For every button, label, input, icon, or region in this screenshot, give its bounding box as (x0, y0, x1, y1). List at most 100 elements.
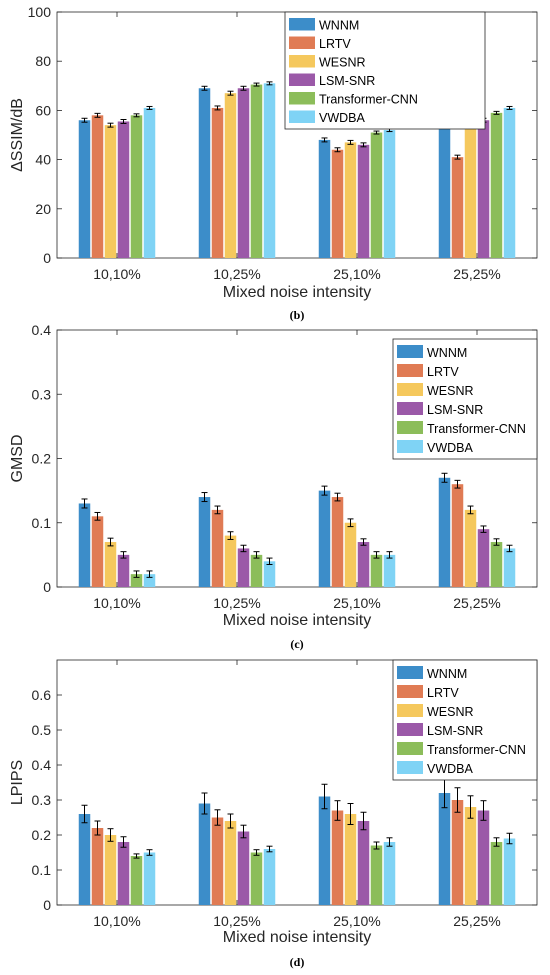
legend-swatch (397, 421, 423, 434)
legend-swatch (397, 742, 423, 755)
bar-vwdba (143, 574, 156, 587)
bar-wesnr (344, 522, 357, 587)
bar-lrtv (211, 107, 224, 258)
bar-transformer-cnn (370, 554, 383, 587)
x-axis-label: Mixed noise intensity (223, 284, 372, 301)
x-tick-label: 10,10% (93, 266, 140, 282)
legend-entry: VWDBA (427, 441, 474, 455)
y-axis-label: ΔSSIM/dB (9, 98, 26, 172)
bar-wesnr (464, 117, 477, 258)
bar-lrtv (91, 115, 104, 258)
bar-lsm-snr (237, 548, 250, 587)
bar-wesnr (104, 125, 117, 258)
bar-lsm-snr (117, 121, 130, 258)
bar-vwdba (503, 838, 516, 905)
bar-wnnm (198, 497, 211, 587)
y-tick-label: 80 (35, 53, 51, 69)
y-tick-label: 0 (43, 250, 51, 266)
y-tick-label: 0.1 (32, 862, 52, 878)
y-tick-label: 0.4 (32, 322, 52, 338)
bar-transformer-cnn (250, 554, 263, 587)
legend-box (392, 338, 538, 460)
bar-lrtv (451, 157, 464, 258)
bar-vwdba (503, 107, 516, 258)
bar-vwdba (263, 83, 276, 258)
bar-transformer-cnn (250, 852, 263, 905)
bar-lsm-snr (477, 810, 490, 905)
bar-lsm-snr (117, 842, 130, 905)
legend-swatch (397, 704, 423, 717)
bar-vwdba (143, 852, 156, 905)
bar-transformer-cnn (370, 845, 383, 905)
bar-vwdba (383, 130, 396, 258)
bar-wnnm (318, 490, 331, 587)
bar-wnnm (78, 814, 91, 905)
x-tick-label: 25,10% (333, 595, 380, 611)
legend-swatch (397, 723, 423, 736)
y-tick-label: 60 (35, 102, 51, 118)
y-tick-label: 100 (28, 4, 52, 20)
bar-wesnr (344, 814, 357, 905)
legend-box (284, 11, 486, 130)
x-tick-label: 10,25% (213, 266, 260, 282)
bar-wnnm (78, 120, 91, 259)
legend-entry: Transformer-CNN (319, 93, 418, 107)
legend-entry: VWDBA (319, 111, 366, 125)
y-tick-label: 0.4 (32, 757, 52, 773)
y-tick-label: 0.3 (32, 386, 52, 402)
bar-wesnr (224, 535, 237, 587)
bar-wesnr (464, 807, 477, 905)
y-tick-label: 20 (35, 201, 51, 217)
legend-entry: WNNM (427, 346, 467, 360)
y-tick-label: 40 (35, 152, 51, 168)
bar-lsm-snr (357, 144, 370, 258)
legend-entry: LSM-SNR (319, 74, 375, 88)
y-tick-label: 0.5 (32, 722, 52, 738)
bar-vwdba (263, 561, 276, 587)
legend-entry: Transformer-CNN (427, 743, 526, 757)
y-tick-label: 0.1 (32, 515, 52, 531)
plot-frame-2 (56, 659, 538, 906)
x-axis-label: Mixed noise intensity (223, 612, 372, 629)
bar-lsm-snr (477, 120, 490, 259)
y-tick-label: 0.2 (32, 827, 52, 843)
bar-lrtv (331, 810, 344, 905)
bar-transformer-cnn (370, 132, 383, 258)
y-tick-label: 0 (43, 897, 51, 913)
bar-vwdba (143, 107, 156, 258)
legend-swatch (289, 110, 315, 123)
legend-swatch (289, 55, 315, 68)
legend-entry: WNNM (319, 19, 359, 33)
bar-wnnm (198, 88, 211, 258)
legend-swatch (397, 364, 423, 377)
bar-lrtv (211, 509, 224, 587)
panel-label: (d) (290, 955, 305, 969)
panel-label: (c) (290, 637, 303, 651)
x-tick-label: 25,10% (333, 266, 380, 282)
bar-wnnm (438, 477, 451, 587)
legend-swatch (397, 345, 423, 358)
bar-lrtv (331, 497, 344, 587)
bar-vwdba (263, 849, 276, 905)
legend-swatch (397, 402, 423, 415)
y-tick-label: 0.3 (32, 792, 52, 808)
bar-lsm-snr (357, 821, 370, 905)
bar-wesnr (464, 509, 477, 587)
y-axis-label: GMSD (9, 435, 26, 483)
bar-vwdba (383, 842, 396, 905)
legend-swatch (397, 685, 423, 698)
legend-entry: WESNR (427, 384, 474, 398)
bar-wesnr (224, 93, 237, 259)
legend-swatch (289, 73, 315, 86)
legend-entry: LSM-SNR (427, 403, 483, 417)
legend-entry: VWDBA (427, 762, 474, 776)
legend-entry: LRTV (319, 37, 351, 51)
bar-transformer-cnn (490, 112, 503, 258)
legend-swatch (397, 383, 423, 396)
bar-transformer-cnn (130, 115, 143, 258)
legend-entry: WESNR (319, 56, 366, 70)
bar-lsm-snr (237, 831, 250, 905)
x-tick-label: 25,25% (453, 913, 500, 929)
bar-transformer-cnn (490, 842, 503, 905)
